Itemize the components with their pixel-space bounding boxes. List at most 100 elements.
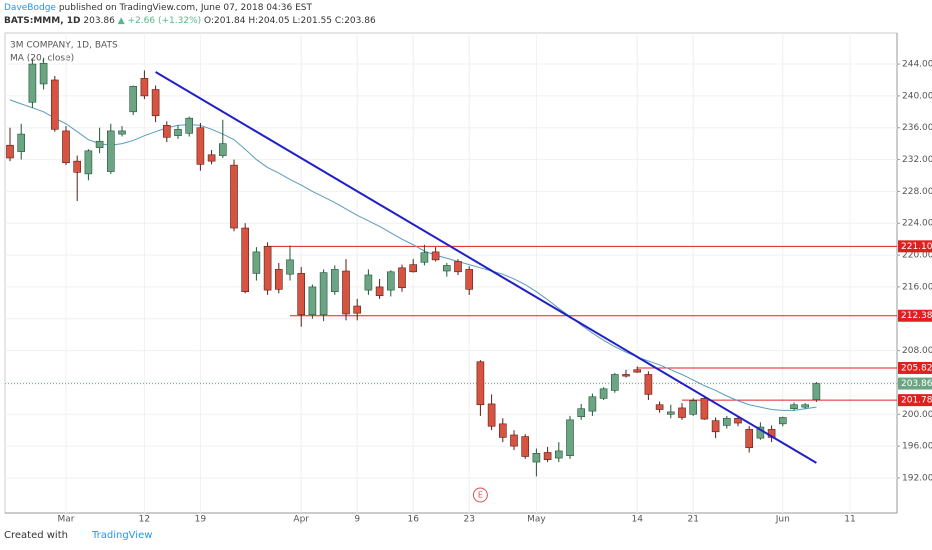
author[interactable]: DaveBodge	[4, 3, 56, 13]
candle-body	[174, 129, 182, 136]
price-label-box	[898, 309, 932, 322]
candle-body	[554, 450, 563, 459]
x-tick-label: 16	[407, 515, 419, 525]
price-label: 203.86	[901, 379, 932, 389]
candle-body	[50, 79, 59, 130]
candle-body	[196, 127, 205, 165]
trend-line	[155, 71, 817, 464]
brand[interactable]: TradingView	[91, 530, 153, 541]
candle-body	[62, 130, 70, 164]
candle-body	[185, 117, 193, 134]
candle-body	[666, 411, 675, 415]
candle-body	[375, 286, 384, 296]
candle-body	[543, 452, 552, 460]
candle-body	[599, 388, 608, 399]
y-tick-label: 236.00	[902, 123, 932, 133]
x-tick-label: May	[527, 515, 546, 525]
price-label: 212.38	[901, 311, 932, 321]
candle-body	[655, 404, 664, 410]
candle-body	[241, 227, 249, 293]
candle-body	[118, 130, 126, 135]
candle-body	[454, 261, 462, 273]
event-marker	[472, 487, 488, 503]
candle-body	[28, 63, 37, 103]
x-tick-label: Apr	[293, 515, 309, 525]
y-tick-label: 244.00	[902, 60, 932, 70]
ohlc: O:201.84 H:204.05 L:201.55 C:203.86	[204, 16, 376, 26]
candle-body	[532, 452, 541, 463]
candle-body	[790, 404, 798, 410]
candle-body	[330, 269, 339, 293]
y-tick-label: 224.00	[902, 219, 932, 229]
candle-body	[386, 271, 395, 291]
candle-body	[17, 133, 26, 152]
price-label-box	[898, 240, 932, 253]
candle-body	[476, 361, 485, 406]
candle-body	[151, 89, 160, 117]
x-tick-label: 14	[631, 515, 643, 525]
candle-body	[319, 272, 328, 316]
candle-body	[230, 164, 238, 229]
price-label: 221.10	[901, 242, 932, 252]
price: 203.86	[83, 16, 115, 26]
candle-body	[678, 407, 686, 418]
candle-body	[252, 251, 261, 274]
footer: Created with TradingView	[4, 530, 152, 541]
candle-body	[801, 404, 810, 408]
header: DaveBodge published on TradingView.com, …	[4, 2, 376, 28]
candle-body	[219, 143, 227, 156]
x-tick-label: Mar	[58, 515, 75, 525]
y-tick-label: 208.00	[902, 346, 932, 356]
candle-body	[722, 417, 731, 426]
candle-body	[263, 246, 272, 291]
candle-body	[700, 398, 709, 420]
y-tick-label: 216.00	[902, 282, 932, 292]
symbol: BATS:MMM, 1D	[4, 16, 81, 26]
price-label: 205.82	[901, 363, 932, 373]
candle-body	[140, 78, 149, 97]
y-tick-label: 200.00	[902, 410, 932, 420]
candle-body	[734, 417, 742, 424]
y-tick-label: 220.00	[902, 251, 932, 261]
event-label: E	[478, 491, 483, 500]
candle-body	[207, 154, 216, 162]
created: Created with	[4, 530, 68, 541]
candle-body	[6, 144, 14, 159]
candle-body	[286, 259, 294, 275]
published: published on TradingView.com, June 07, 2…	[58, 3, 312, 13]
y-tick-label: 196.00	[902, 442, 932, 452]
candle-body	[342, 270, 350, 315]
candle-body	[353, 305, 362, 314]
y-tick-label: 192.00	[902, 473, 932, 483]
candle-body	[633, 369, 642, 373]
chart: 3M COMPANY, 1D, BATS MA (20, close) 192.…	[4, 32, 932, 525]
candle-body	[610, 374, 619, 391]
x-tick-label: 9	[354, 515, 360, 525]
x-tick-label: 19	[195, 515, 207, 525]
candle-body	[431, 251, 440, 261]
price-label: 201.78	[901, 396, 932, 406]
chart-title: 3M COMPANY, 1D, BATS	[10, 41, 118, 51]
x-tick-label: 11	[844, 515, 855, 525]
plot-frame	[4, 32, 898, 514]
candle-body	[577, 408, 586, 417]
x-tick-label: 23	[463, 515, 474, 525]
candle-body	[498, 423, 507, 438]
candle-body	[588, 396, 597, 412]
legend-entry: MA (20, close)	[10, 54, 74, 64]
candle-body	[465, 269, 474, 290]
candle-body	[163, 125, 171, 138]
candle-body	[364, 274, 373, 291]
y-tick-label: 240.00	[902, 91, 932, 101]
price-label-box	[898, 394, 932, 407]
candle-body	[510, 434, 518, 447]
y-tick-label: 232.00	[902, 155, 932, 165]
candle-body	[409, 264, 418, 273]
candle-body	[812, 383, 821, 400]
candle-body	[274, 269, 283, 290]
candle-body	[297, 273, 306, 316]
candle-body	[308, 286, 317, 316]
change: ▲ +2.66 (+1.32%)	[117, 16, 202, 26]
candle-body	[73, 160, 81, 173]
